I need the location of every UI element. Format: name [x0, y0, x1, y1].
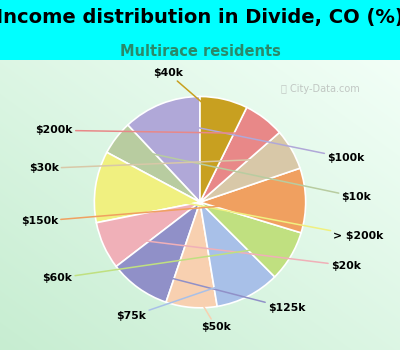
Text: $50k: $50k [193, 288, 231, 332]
Text: $200k: $200k [36, 125, 253, 135]
Text: Multirace residents: Multirace residents [120, 44, 280, 59]
Text: $20k: $20k [121, 238, 361, 271]
Text: $150k: $150k [21, 201, 287, 226]
Wedge shape [200, 132, 300, 202]
Text: $75k: $75k [116, 279, 240, 321]
Wedge shape [200, 97, 247, 202]
Wedge shape [116, 202, 200, 302]
Wedge shape [107, 125, 200, 202]
Text: Income distribution in Divide, CO (%): Income distribution in Divide, CO (%) [0, 8, 400, 27]
Text: ⓘ City-Data.com: ⓘ City-Data.com [281, 84, 359, 93]
Text: > $200k: > $200k [114, 189, 384, 241]
Text: $40k: $40k [153, 68, 220, 118]
Wedge shape [166, 202, 217, 308]
Wedge shape [94, 152, 200, 223]
Wedge shape [200, 202, 275, 306]
Wedge shape [128, 97, 200, 202]
Text: $60k: $60k [42, 247, 274, 283]
Wedge shape [200, 168, 306, 233]
Wedge shape [200, 202, 301, 277]
Text: $10k: $10k [131, 149, 371, 202]
Text: $30k: $30k [29, 159, 275, 173]
Wedge shape [200, 107, 280, 202]
Text: $125k: $125k [150, 273, 305, 313]
Wedge shape [96, 202, 200, 266]
Text: $100k: $100k [168, 121, 364, 163]
